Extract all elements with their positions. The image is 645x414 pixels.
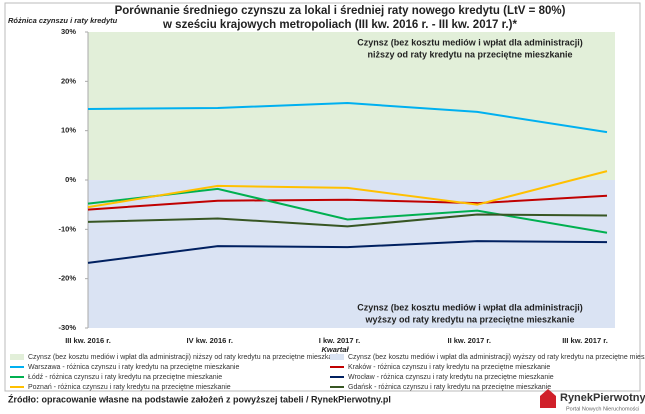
annotation: niższy od raty kredytu na przeciętne mie… <box>367 49 572 59</box>
x-tick-label: II kw. 2017 r. <box>447 336 491 345</box>
legend-label: Kraków - różnica czynszu i raty kredytu … <box>348 364 550 371</box>
legend-label: Warszawa - różnica czynszu i raty kredyt… <box>28 364 239 371</box>
logo: RynekPierwotny Portal Nowych Nieruchomoś… <box>540 389 645 412</box>
series-line <box>87 240 608 264</box>
annotation: Czynsz (bez kosztu mediów i wpłat dla ad… <box>357 302 583 312</box>
x-tick-label: IV kw. 2016 r. <box>187 336 233 345</box>
background-area <box>88 32 615 180</box>
y-tick-label: -30% <box>58 323 76 332</box>
y-axis-label: Różnica czynszu i raty kredytu <box>8 16 118 25</box>
legend-label: Łódź - różnica czynszu i raty kredytu na… <box>28 374 222 381</box>
logo-tagline: Portal Nowych Nieruchomości <box>566 406 639 412</box>
series-line <box>87 102 608 134</box>
x-tick-label: III kw. 2017 r. <box>562 336 608 345</box>
legend-label: Wrocław - różnica czynszu i raty kredytu… <box>348 374 554 381</box>
annotation: wyższy od raty kredytu na przeciętne mie… <box>364 314 574 324</box>
chart-title: Porównanie średniego czynszu za lokal i … <box>115 5 566 17</box>
x-tick-label: III kw. 2016 r. <box>65 336 111 345</box>
y-tick-label: 30% <box>61 27 76 36</box>
series-line <box>87 194 608 211</box>
annotation: Czynsz (bez kosztu mediów i wpłat dla ad… <box>357 37 583 47</box>
y-tick-label: -10% <box>58 224 76 233</box>
x-axis-label: Kwartał <box>321 345 349 354</box>
logo-text: RynekPierwotny <box>560 392 645 404</box>
series-line <box>87 170 608 209</box>
y-tick-label: -20% <box>58 274 76 283</box>
series-line <box>87 213 608 228</box>
legend-swatch <box>330 354 344 360</box>
y-tick-label: 10% <box>61 126 76 135</box>
legend-label: Czynsz (bez kosztu mediów i wpłat dla ad… <box>28 354 342 361</box>
legend-label: Poznań - różnica czynszu i raty kredytu … <box>28 384 231 391</box>
y-tick-label: 20% <box>61 76 76 85</box>
y-tick-label: 0% <box>65 175 76 184</box>
background-area <box>88 180 615 328</box>
logo-icon <box>540 389 556 408</box>
legend-swatch <box>10 354 24 360</box>
legend-label: Gdańsk - różnica czynszu i raty kredytu … <box>348 384 551 391</box>
x-tick-label: I kw. 2017 r. <box>319 336 360 345</box>
source-note: Źródło: opracowanie własne na podstawie … <box>8 394 391 404</box>
legend-label: Czynsz (bez kosztu mediów i wpłat dla ad… <box>348 354 645 361</box>
chart-title: w sześciu krajowych metropoliach (III kw… <box>162 19 517 31</box>
